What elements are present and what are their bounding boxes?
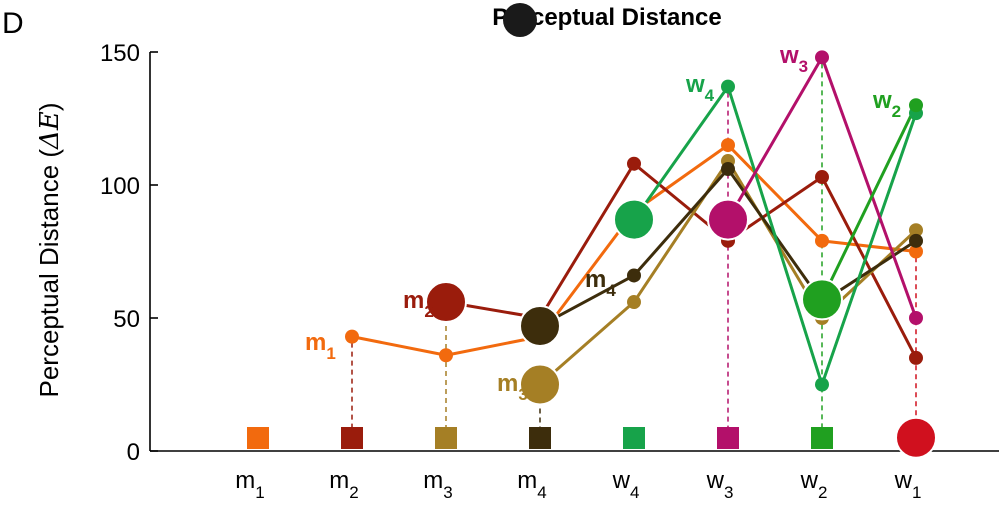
data-point <box>721 79 735 94</box>
annotation-label: w4 <box>685 71 715 105</box>
y-tick-label: 0 <box>127 439 140 466</box>
x-tick-label: w1 <box>894 467 922 502</box>
x-tick-label: w4 <box>612 467 640 502</box>
reference-point <box>801 278 843 321</box>
x-tick-label: m2 <box>329 467 358 502</box>
data-point <box>627 156 641 171</box>
reference-square-marker <box>623 427 645 449</box>
reference-square-marker <box>717 427 739 449</box>
reference-square-marker <box>341 427 363 449</box>
reference-point <box>519 363 561 406</box>
data-points <box>345 3 937 459</box>
panel-letter: D <box>2 7 24 40</box>
x-tick-labels: m1 m2 m3 m4 w4 w3 w2 w1 <box>235 467 921 502</box>
data-point <box>909 223 923 238</box>
x-tick-label: w2 <box>800 467 828 502</box>
svg-text:Perceptual Distance (ΔE): Perceptual Distance (ΔE) <box>34 103 65 398</box>
data-point <box>627 268 641 283</box>
axes: 0 50 100 150 <box>100 40 999 466</box>
series-line <box>632 85 918 386</box>
annotation-label: m3 <box>497 370 528 404</box>
annotation-label: m1 <box>305 329 336 363</box>
reference-square-marker <box>811 427 833 449</box>
data-point <box>815 233 829 248</box>
x-tick-label: m4 <box>517 467 546 502</box>
data-point <box>439 348 453 363</box>
y-axis-label-close: ) <box>34 103 64 112</box>
series-line <box>351 143 917 357</box>
y-tick-label: 150 <box>100 40 140 67</box>
data-point <box>909 311 923 325</box>
series-line <box>820 104 918 301</box>
data-point <box>909 98 923 113</box>
reference-square-marker <box>529 427 551 449</box>
x-tick-label: m3 <box>423 467 452 502</box>
reference-lines <box>351 63 917 437</box>
data-point <box>345 329 359 344</box>
y-axis-label: Perceptual Distance (ΔE) <box>34 103 65 398</box>
data-point <box>721 162 735 177</box>
y-axis-label-text: Perceptual Distance ( <box>34 149 64 398</box>
y-axis-label-symbol: ΔE <box>35 111 65 150</box>
reference-point <box>519 304 561 347</box>
annotation-label: m2 <box>403 287 434 321</box>
data-point <box>721 138 735 153</box>
annotation-label: w3 <box>779 42 808 76</box>
reference-point <box>895 416 937 459</box>
data-point <box>815 377 829 392</box>
data-point <box>909 350 923 365</box>
title-reference-point <box>503 3 537 37</box>
reference-point <box>425 281 467 324</box>
reference-point <box>707 198 749 241</box>
data-point <box>909 244 923 259</box>
x-tick-label: m1 <box>235 467 264 502</box>
y-tick-label: 100 <box>100 173 140 200</box>
annotation-label: m4 <box>585 266 616 300</box>
reference-markers <box>247 427 833 449</box>
y-tick-label: 50 <box>113 306 140 333</box>
annotation-label: w2 <box>872 87 901 121</box>
series-line <box>445 162 918 359</box>
data-point <box>909 233 923 248</box>
reference-point <box>613 198 655 241</box>
x-tick-label: w3 <box>706 467 734 502</box>
data-point <box>815 170 829 185</box>
reference-square-marker <box>247 427 269 449</box>
annotations: m1 m2 m3 m4 w4 w3 w2 <box>305 42 901 404</box>
data-point <box>627 295 641 310</box>
data-point <box>815 50 829 65</box>
reference-square-marker <box>435 427 457 449</box>
